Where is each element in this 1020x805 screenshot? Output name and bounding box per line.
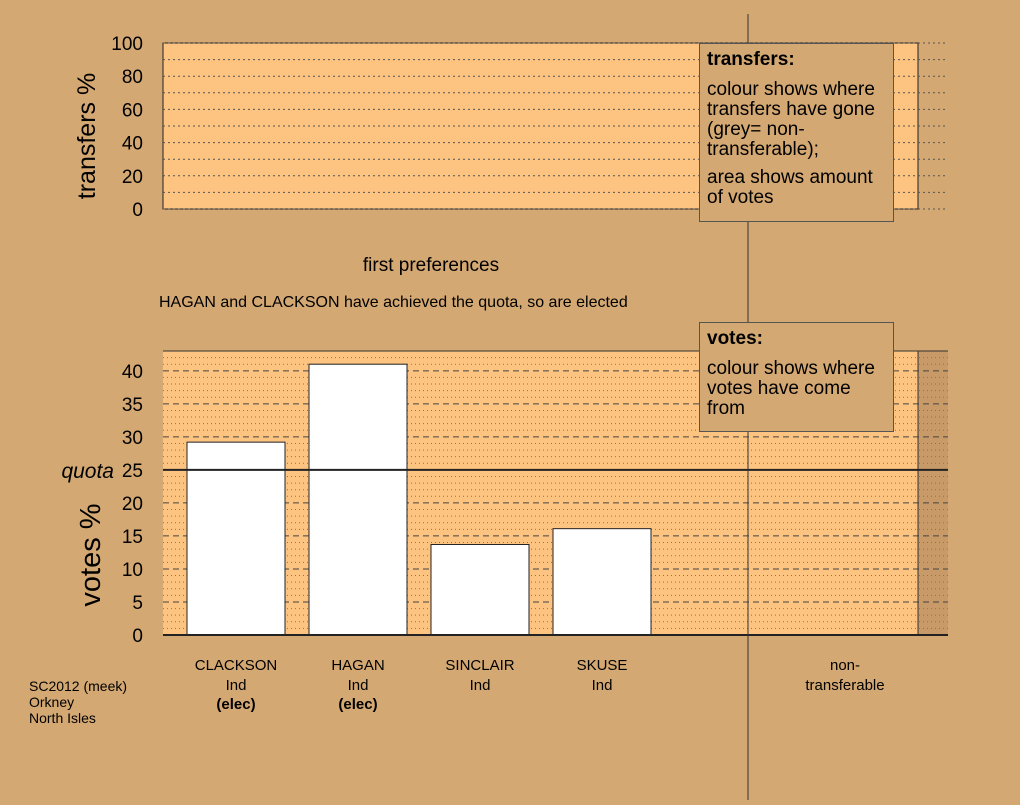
candidate-name-hagan: HAGAN [331, 657, 384, 674]
transfers-y-tick-label: 100 [111, 34, 143, 55]
transfers-y-axis-label: transfers % [73, 73, 101, 199]
bar-clackson [186, 441, 286, 636]
transfers-legend-text-2: area shows amount of votes [707, 167, 873, 208]
transfers-y-tick-label: 60 [122, 100, 143, 121]
bar-hagan [308, 363, 408, 636]
votes-legend: votes: colour shows where votes have com… [699, 322, 894, 432]
transfers-y-tick-label: 40 [122, 134, 143, 155]
votes-y-tick-label: 35 [122, 395, 143, 416]
candidate-name-clackson: CLACKSON [195, 657, 278, 674]
candidate-name-skuse: SKUSE [577, 657, 628, 674]
votes-y-tick-label: 30 [122, 428, 143, 449]
bar-skuse [552, 528, 652, 636]
candidate-party: Ind [470, 677, 491, 694]
nontransferable-label-line1: non- [830, 657, 860, 674]
transfers-legend-text-1: colour shows where transfers have gone (… [707, 79, 875, 160]
votes-y-tick-label: 40 [122, 362, 143, 383]
votes-y-tick-label: 20 [122, 494, 143, 515]
candidate-party: Ind [348, 677, 369, 694]
votes-y-tick-label: 15 [122, 527, 143, 548]
transfers-legend: transfers: colour shows where transfers … [699, 43, 894, 222]
transfers-y-tick-label: 20 [122, 167, 143, 188]
transfers-legend-title: transfers: [707, 49, 795, 70]
votes-y-tick-label: 25 [122, 461, 143, 482]
nontransferable-area [918, 351, 948, 635]
candidate-status: (elec) [338, 696, 377, 713]
caption-line-council: Orkney [29, 694, 75, 710]
caption-line-ward: North Isles [29, 710, 96, 726]
votes-y-tick-label: 0 [132, 626, 143, 647]
candidate-party: Ind [592, 677, 613, 694]
transfers-y-tick-label: 0 [132, 200, 143, 221]
quota-label: quota [61, 460, 114, 483]
election-caption: SC2012 (meek) Orkney North Isles [29, 678, 127, 726]
bar-sinclair [430, 544, 530, 636]
candidate-status: (elec) [216, 696, 255, 713]
votes-legend-text: colour shows where votes have come from [707, 358, 875, 419]
stage-title: first preferences [363, 255, 499, 276]
votes-y-tick-label: 10 [122, 560, 143, 581]
candidate-name-sinclair: SINCLAIR [445, 657, 514, 674]
nontransferable-label-line2: transferable [805, 677, 884, 694]
candidate-party: Ind [226, 677, 247, 694]
votes-legend-title: votes: [707, 328, 763, 349]
stage-subtitle: HAGAN and CLACKSON have achieved the quo… [159, 294, 628, 311]
transfers-y-tick-label: 80 [122, 67, 143, 88]
caption-line-election: SC2012 (meek) [29, 678, 128, 694]
votes-y-tick-label: 5 [132, 593, 143, 614]
votes-y-axis-label: votes % [75, 503, 107, 606]
